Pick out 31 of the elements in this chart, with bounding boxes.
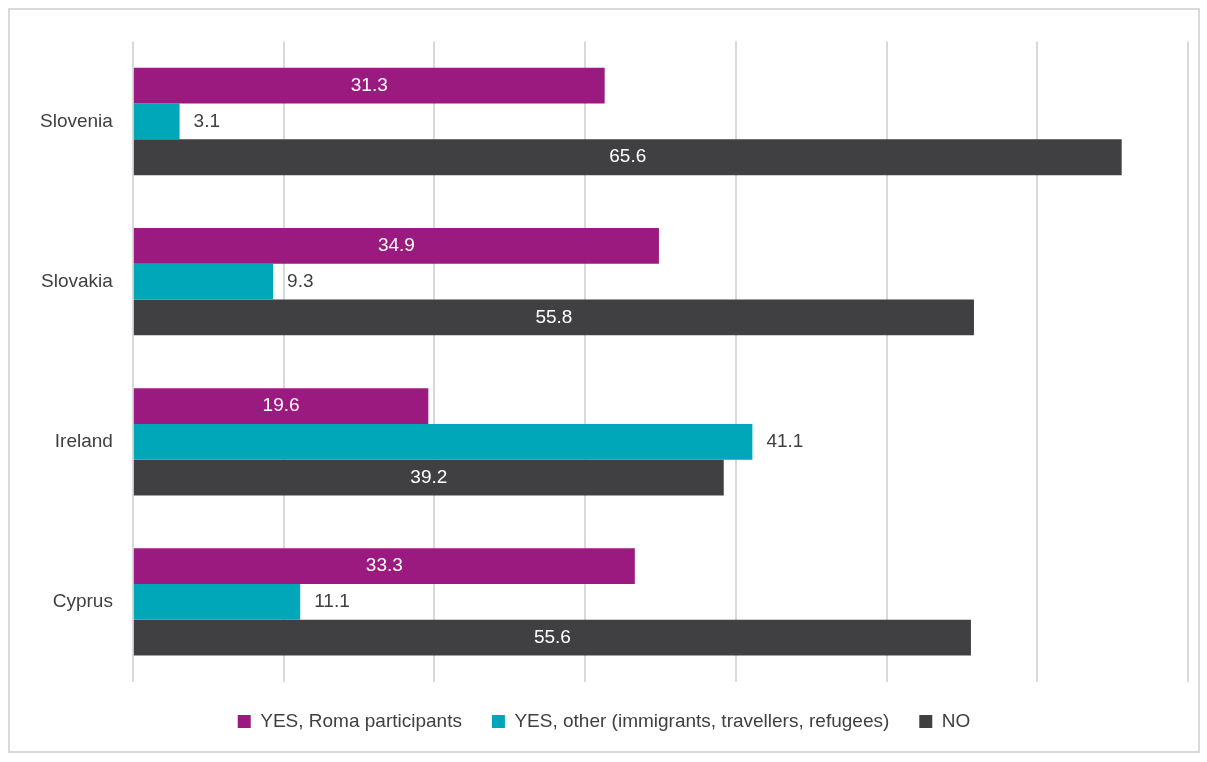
y-tick-label: Cyprus xyxy=(52,590,113,612)
bar xyxy=(133,619,971,656)
bar xyxy=(133,139,1122,176)
data-label: 55.8 xyxy=(535,305,573,327)
y-tick-label: Slovenia xyxy=(39,109,114,131)
data-label: 31.3 xyxy=(350,73,388,95)
y-tick-label: Ireland xyxy=(54,430,113,452)
data-label: 9.3 xyxy=(287,269,314,291)
bar xyxy=(133,227,659,264)
data-label: 3.1 xyxy=(193,109,221,131)
y-tick-label: Slovakia xyxy=(41,269,114,291)
bar xyxy=(133,103,180,140)
data-label: 41.1 xyxy=(766,430,804,452)
data-label: 11.1 xyxy=(314,590,350,612)
data-label: 65.6 xyxy=(609,145,647,167)
legend-label: NO xyxy=(941,709,971,731)
legend-label: YES, other (immigrants, travellers, refugees) xyxy=(514,709,890,731)
data-label: 33.3 xyxy=(365,554,403,576)
data-label: 55.6 xyxy=(533,625,571,647)
data-label: 19.6 xyxy=(262,394,300,416)
data-label: 39.2 xyxy=(410,465,448,487)
bar xyxy=(133,299,974,336)
bar xyxy=(133,548,635,585)
bar xyxy=(133,263,274,300)
bar xyxy=(133,584,301,620)
bar xyxy=(133,388,429,424)
legend-label: YES, Roma participants xyxy=(260,709,462,731)
data-label: 34.9 xyxy=(377,234,415,256)
bar xyxy=(133,67,605,104)
bar xyxy=(133,459,724,496)
bar xyxy=(133,423,753,460)
